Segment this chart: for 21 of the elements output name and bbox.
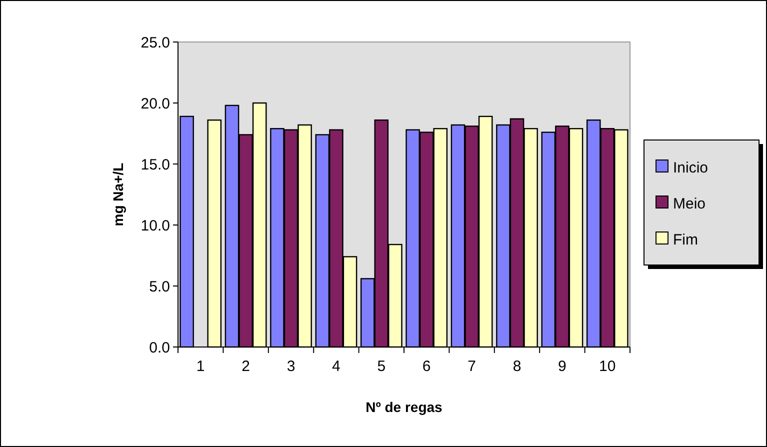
y-tick-label: 15.0 [140, 156, 170, 174]
x-tick-label: 9 [558, 358, 566, 375]
x-tick-label: 6 [422, 358, 431, 375]
y-tick-label: 0.0 [149, 339, 170, 356]
x-tick-label: 10 [599, 358, 616, 375]
legend-label: Meio [673, 195, 706, 212]
x-tick-label: 8 [512, 358, 522, 375]
y-tick-label: 25.0 [140, 34, 170, 52]
y-tick-label: 10.0 [140, 217, 170, 234]
y-tick-label: 5.0 [149, 278, 170, 296]
x-tick-label: 1 [196, 358, 205, 375]
y-tick-label: 20.0 [140, 95, 170, 112]
x-tick-label: 5 [377, 358, 386, 375]
x-tick-label: 3 [286, 358, 296, 375]
legend-label: Fim [673, 231, 698, 248]
y-axis-title: mg Na+/L [110, 162, 126, 226]
x-tick-label: 7 [468, 358, 476, 375]
x-tick-label: 2 [242, 358, 250, 375]
x-tick-label: 4 [332, 358, 340, 375]
legend-label: Inicio [673, 159, 708, 176]
x-axis-title: Nº de regas [366, 399, 443, 415]
